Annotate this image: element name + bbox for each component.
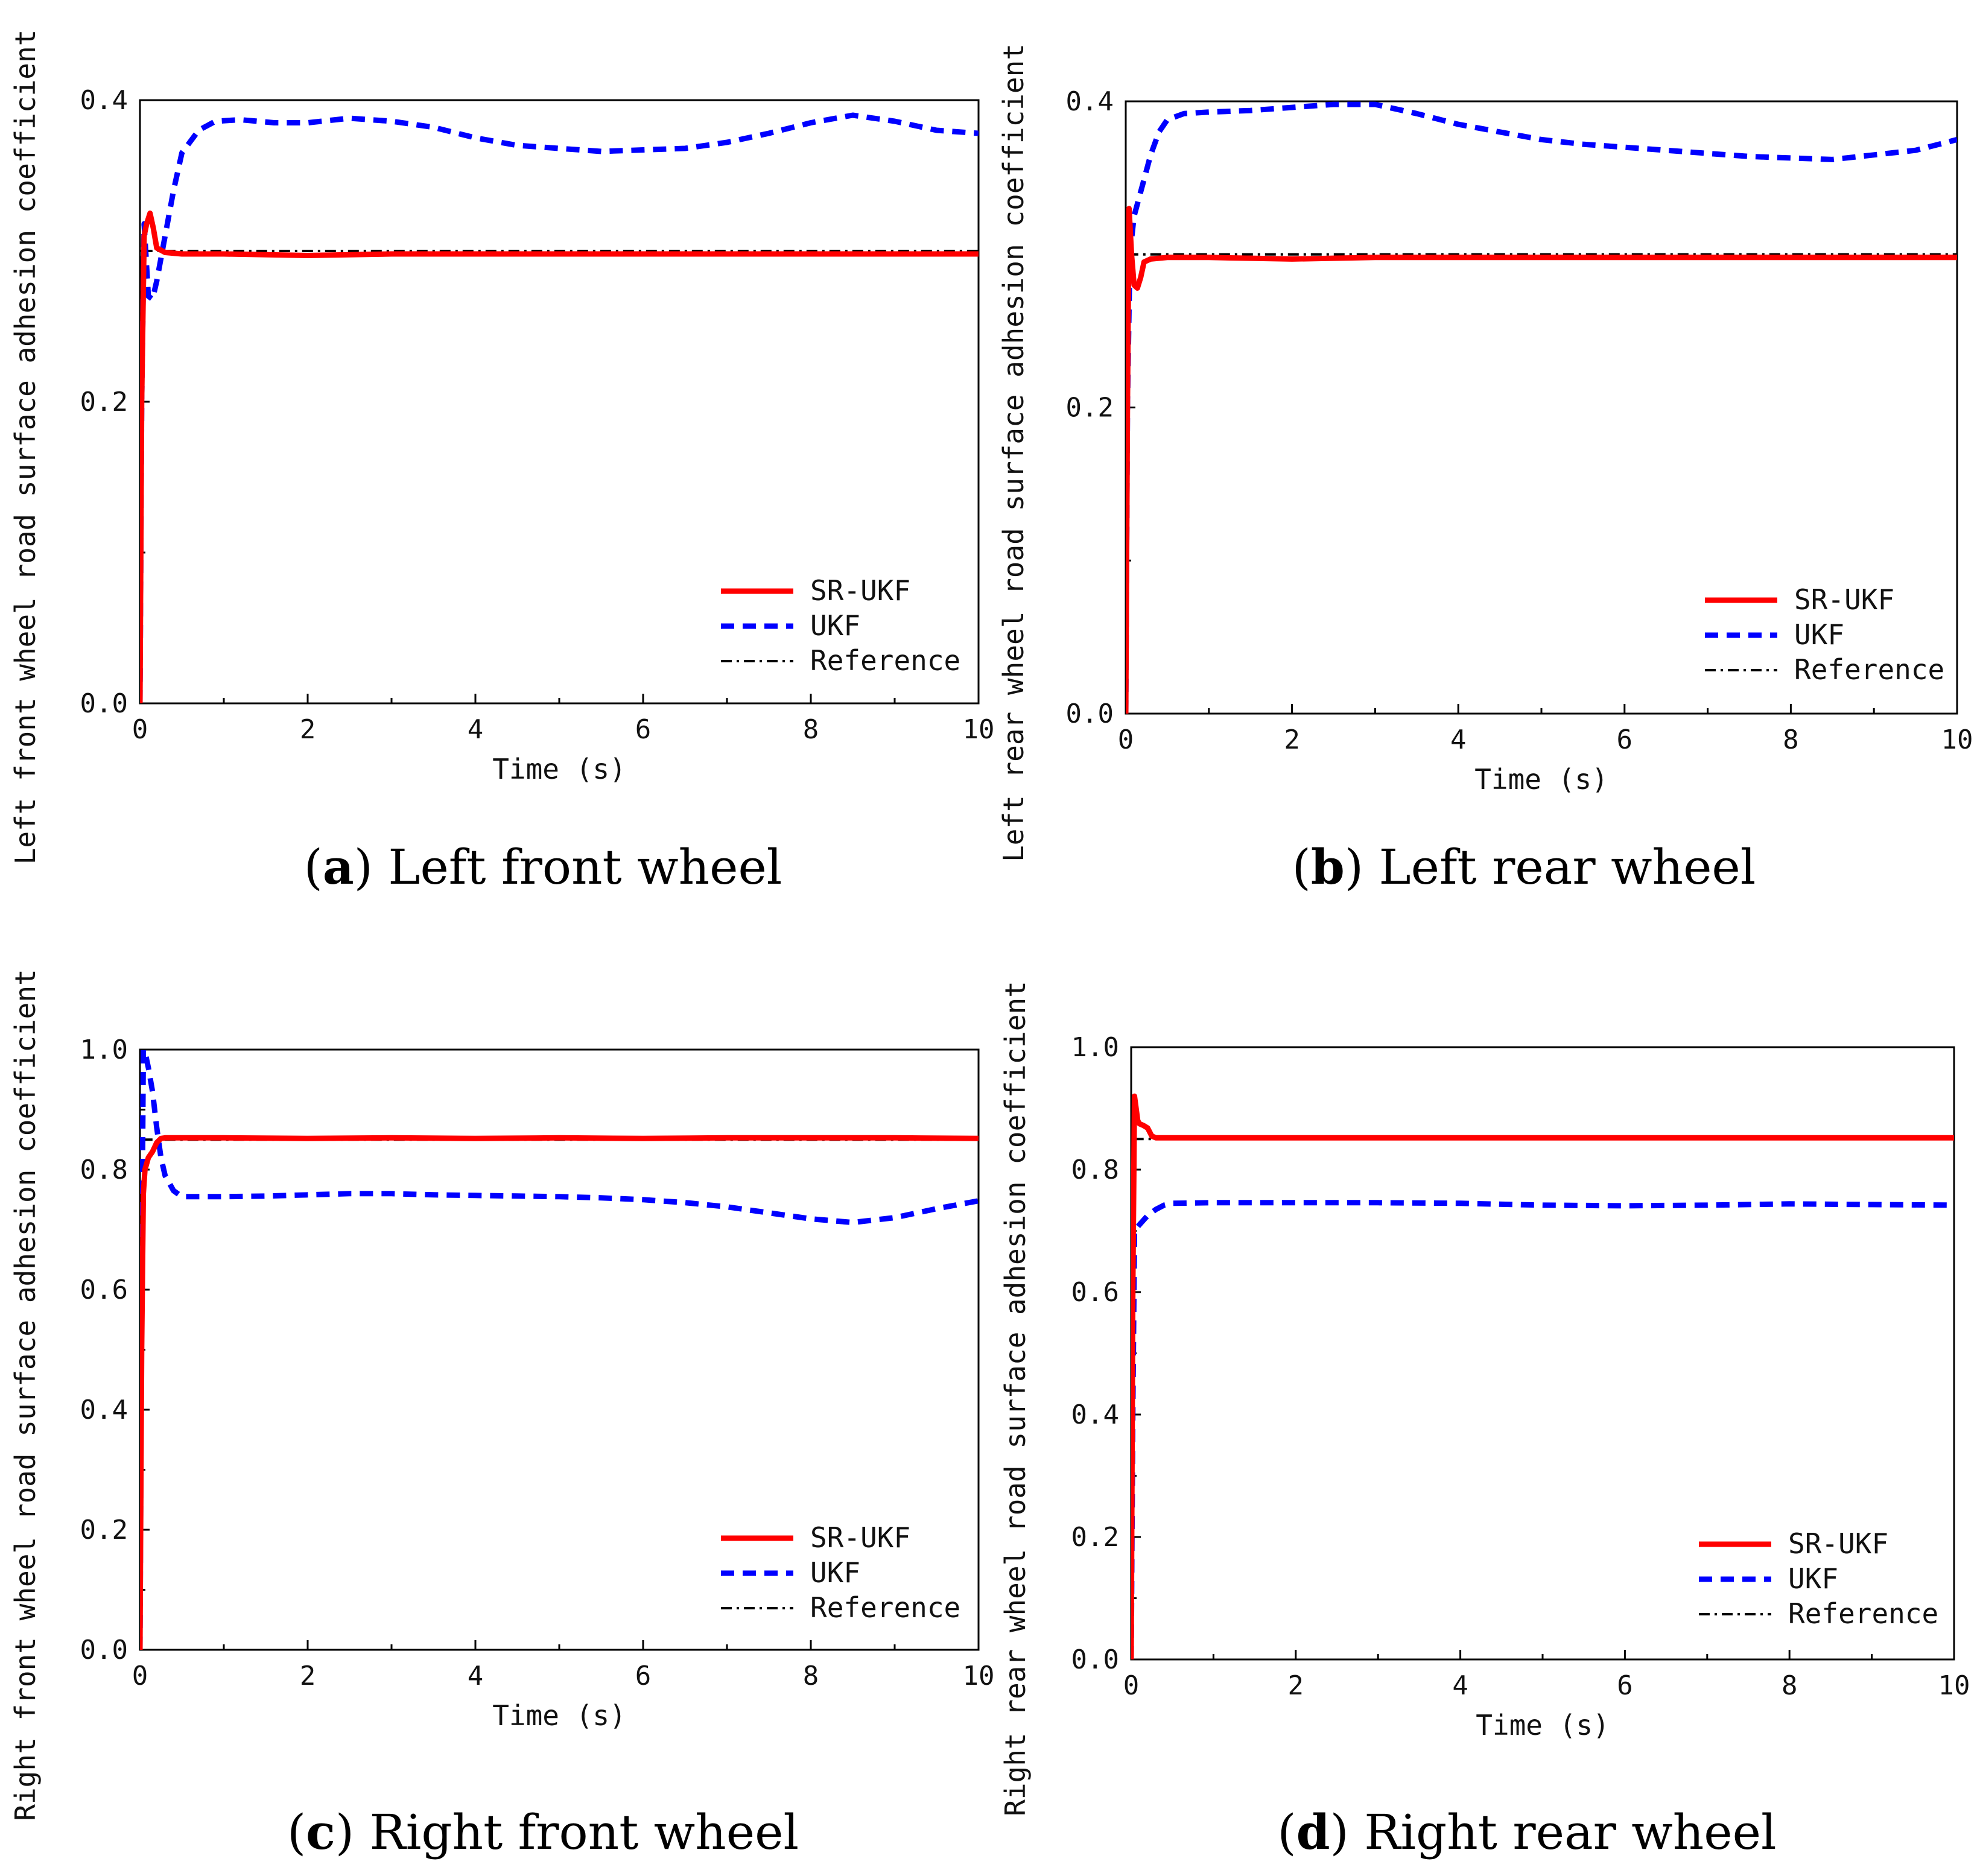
legend-label-sr-ukf-d: SR-UKF <box>1788 1527 1888 1560</box>
y-axis-label-d: Right rear wheel road surface adhesion c… <box>999 981 1032 1816</box>
chart-panel-a: 0 2 4 6 8 10 0.0 0.2 0.4 Time (s) Left front wheel… <box>0 0 994 929</box>
legend-label-reference-a: Reference <box>810 644 960 677</box>
x-tick-label-a: 4 <box>468 714 484 745</box>
legend-label-ukf-a: UKF <box>810 609 860 642</box>
series-line-sr-ukf-a <box>140 211 979 703</box>
x-tick-label-b: 4 <box>1450 724 1467 755</box>
x-tick-label-c: 6 <box>635 1661 652 1691</box>
x-tick-label-d: 2 <box>1288 1670 1304 1701</box>
x-tick-label-c: 4 <box>468 1661 484 1691</box>
x-tick-label-d: 0 <box>1123 1670 1140 1701</box>
caption-a-text: Left front wheel <box>388 839 782 895</box>
caption-d-letter: d <box>1296 1804 1330 1860</box>
y-tick-label-c: 1.0 <box>80 1035 128 1065</box>
y-axis-label-b: Left rear wheel road surface adhesion co… <box>997 43 1030 862</box>
series-line-sr-ukf-b <box>1126 206 1957 714</box>
series-line-sr-ukf-c <box>140 1135 979 1650</box>
x-tick-label-d: 4 <box>1452 1670 1468 1701</box>
chart-d-svg: 0 2 4 6 8 10 0.0 0.2 0.4 0.6 0.8 1.0 Time (s) Right r… <box>999 981 1970 1816</box>
caption-c-letter: c <box>306 1804 335 1860</box>
legend-label-sr-ukf-a: SR-UKF <box>810 574 910 607</box>
x-tick-label-a: 0 <box>132 714 148 745</box>
legend-label-sr-ukf-c: SR-UKF <box>810 1521 910 1554</box>
y-tick-label-b: 0.4 <box>1066 86 1114 117</box>
series-line-ukf-b <box>1126 101 1957 714</box>
y-tick-label-c: 0.6 <box>80 1275 128 1305</box>
y-tick-label-b: 0.0 <box>1066 699 1114 729</box>
x-tick-label-a: 6 <box>635 714 652 745</box>
y-tick-label-d: 1.0 <box>1071 1032 1119 1063</box>
legend-label-sr-ukf-b: SR-UKF <box>1794 583 1894 616</box>
caption-b-text: Left rear wheel <box>1379 839 1756 895</box>
y-tick-label-c: 0.2 <box>80 1515 128 1545</box>
series-line-ukf-c <box>140 1047 979 1650</box>
legend-label-reference-d: Reference <box>1788 1597 1938 1630</box>
x-tick-label-c: 8 <box>803 1661 819 1691</box>
y-tick-label-c: 0.4 <box>80 1395 128 1425</box>
chart-panel-d: 0 2 4 6 8 10 0.0 0.2 0.4 0.6 0.8 1.0 Time (s) Right r… <box>990 941 1980 1876</box>
caption-d-text: Right rear wheel <box>1364 1804 1777 1860</box>
y-tick-label-d: 0.0 <box>1071 1644 1119 1675</box>
legend-label-ukf-c: UKF <box>810 1556 860 1589</box>
series-line-ukf-a <box>140 112 979 703</box>
x-axis-label-c: Time (s) <box>492 1699 626 1732</box>
x-tick-label-b: 2 <box>1284 724 1300 755</box>
chart-panel-b: 0 2 4 6 8 10 0.0 0.2 0.4 Time (s) Left rear wheel … <box>990 0 1980 929</box>
series-line-ukf-d <box>1131 1200 1954 1659</box>
x-tick-label-d: 10 <box>1938 1670 1970 1701</box>
x-tick-label-b: 0 <box>1118 724 1134 755</box>
caption-b-letter: b <box>1310 838 1345 895</box>
x-tick-label-b: 8 <box>1783 724 1799 755</box>
series-line-sr-ukf-d <box>1131 1093 1954 1659</box>
y-tick-label-b: 0.2 <box>1066 393 1114 423</box>
caption-a-letter: a <box>322 838 354 895</box>
legend-label-reference-c: Reference <box>810 1591 960 1624</box>
x-tick-label-b: 6 <box>1617 724 1633 755</box>
x-tick-label-d: 6 <box>1617 1670 1633 1701</box>
legend-label-reference-b: Reference <box>1794 653 1944 686</box>
caption-c: (c) Right front wheel <box>287 1804 799 1860</box>
y-tick-label-d: 0.4 <box>1071 1399 1119 1430</box>
y-tick-label-c: 0.8 <box>80 1155 128 1185</box>
x-tick-label-a: 10 <box>963 714 995 745</box>
x-axis-label-a: Time (s) <box>492 753 626 785</box>
caption-a: (a) Left front wheel <box>303 838 782 895</box>
x-axis-label-b: Time (s) <box>1474 763 1608 796</box>
chart-b-svg: 0 2 4 6 8 10 0.0 0.2 0.4 Time (s) Left rear wheel … <box>997 43 1973 862</box>
x-tick-label-d: 8 <box>1782 1670 1798 1701</box>
y-tick-label-a: 0.4 <box>80 85 128 116</box>
y-tick-label-d: 0.6 <box>1071 1277 1119 1308</box>
legend-label-ukf-d: UKF <box>1788 1562 1838 1595</box>
y-tick-label-d: 0.8 <box>1071 1155 1119 1185</box>
x-tick-label-a: 8 <box>803 714 819 745</box>
x-tick-label-c: 10 <box>963 1661 995 1691</box>
caption-c-text: Right front wheel <box>369 1804 799 1860</box>
chart-a-svg: 0 2 4 6 8 10 0.0 0.2 0.4 Time (s) Left front wheel… <box>9 30 994 865</box>
y-axis-label-c: Right front wheel road surface adhesion … <box>9 969 42 1821</box>
chart-c-svg: 0 2 4 6 8 10 0.0 0.2 0.4 0.6 0.8 1.0 Time (s) Right f… <box>9 969 994 1821</box>
y-axis-label-a: Left front wheel road surface adhesion c… <box>9 30 42 865</box>
caption-b: (b) Left rear wheel <box>1292 838 1756 895</box>
y-tick-label-a: 0.0 <box>80 688 128 719</box>
x-tick-label-a: 2 <box>300 714 316 745</box>
y-tick-label-c: 0.0 <box>80 1635 128 1665</box>
x-tick-label-c: 2 <box>300 1661 316 1691</box>
x-axis-label-d: Time (s) <box>1476 1709 1610 1741</box>
y-tick-label-a: 0.2 <box>80 387 128 417</box>
x-tick-label-c: 0 <box>132 1661 148 1691</box>
legend-label-ukf-b: UKF <box>1794 618 1844 651</box>
chart-panel-c: 0 2 4 6 8 10 0.0 0.2 0.4 0.6 0.8 1.0 Time (s) Right f… <box>0 941 994 1876</box>
x-tick-label-b: 10 <box>1941 724 1973 755</box>
y-tick-label-d: 0.2 <box>1071 1522 1119 1553</box>
caption-d: (d) Right rear wheel <box>1277 1804 1777 1860</box>
